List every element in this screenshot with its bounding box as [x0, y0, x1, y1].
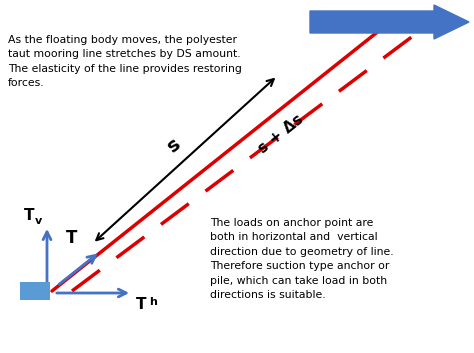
FancyArrow shape	[310, 5, 469, 39]
Text: v: v	[35, 216, 42, 226]
Text: The loads on anchor point are
both in horizontal and  vertical
direction due to : The loads on anchor point are both in ho…	[210, 218, 393, 300]
FancyBboxPatch shape	[20, 282, 50, 300]
Text: T: T	[136, 297, 146, 312]
Text: T: T	[24, 208, 34, 223]
Text: s + Δs: s + Δs	[255, 112, 307, 157]
Text: T: T	[66, 229, 77, 247]
Text: h: h	[149, 297, 157, 307]
Text: As the floating body moves, the polyester
taut mooring line stretches by DS amou: As the floating body moves, the polyeste…	[8, 35, 242, 88]
Text: s: s	[164, 134, 184, 156]
